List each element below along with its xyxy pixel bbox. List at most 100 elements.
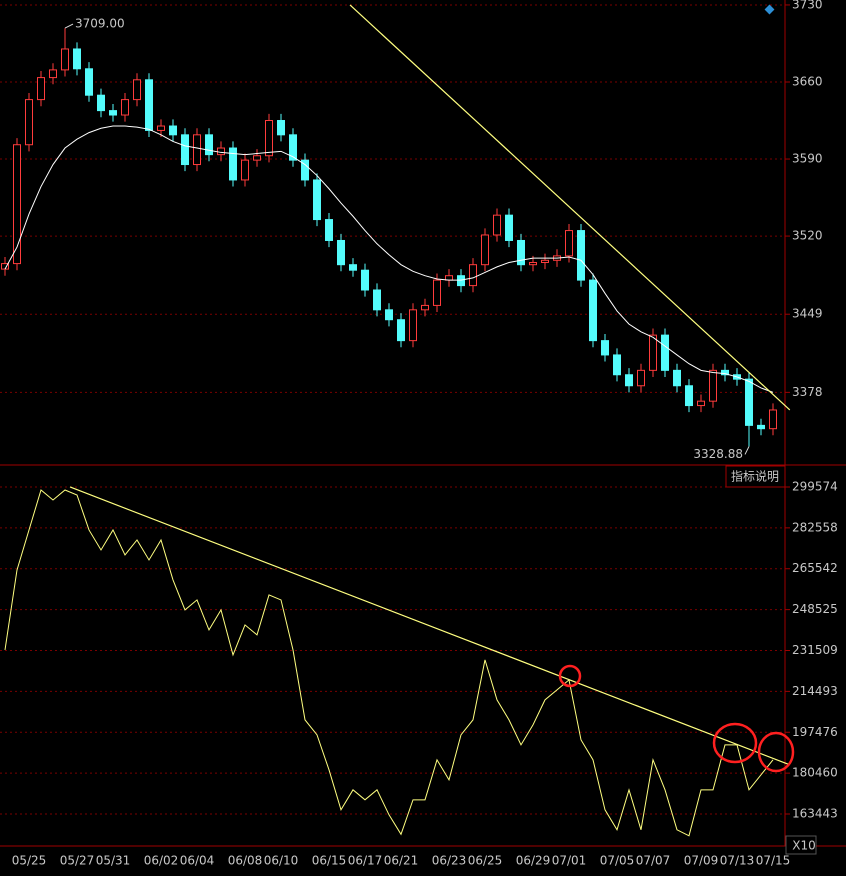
x-tick-label: 05/25 [12,854,47,868]
candle-body [685,385,693,407]
x-tick-label: 07/13 [720,854,755,868]
candle-body [745,378,753,426]
candle-body [97,94,105,112]
y-tick-label: 3520 [792,229,823,243]
candle-body [493,214,501,236]
candle-body [757,424,765,430]
y-tick-label: 3449 [792,307,823,321]
candle-body [661,334,669,371]
candle-body [769,409,777,430]
y-tick-label: 197476 [792,725,838,739]
y-tick-label: 299574 [792,479,838,493]
y-tick-label: 282558 [792,520,838,534]
candle-body [505,214,513,241]
candle-body [385,309,393,321]
candle-body [721,369,729,376]
trend-line [349,4,791,411]
y-tick-label: 3730 [792,0,823,11]
x-tick-label: 06/10 [264,854,299,868]
candle-body [409,309,417,342]
candle-body [13,144,21,265]
candle-body [133,79,141,101]
y-tick-label: 3660 [792,74,823,88]
candle-body [265,120,273,157]
x-tick-label: 06/04 [180,854,215,868]
candle-body [589,279,597,342]
indicator-button[interactable] [725,465,786,488]
candle-body [37,77,45,101]
candle-body [517,239,525,266]
candle-body [109,110,117,116]
candle-body [529,261,537,266]
candle-body [601,340,609,356]
diamond-icon [764,4,775,15]
ma-line [4,125,774,393]
candle-body [457,275,465,287]
candle-body [673,369,681,387]
x-tick-label: 07/01 [552,854,587,868]
candle-body [469,264,477,287]
candle-body [49,69,57,79]
candle-body [205,134,213,156]
candle-body [613,354,621,376]
y-tick-label: 3378 [792,385,823,399]
candle-body [169,125,177,136]
x-tick-label: 07/05 [600,854,635,868]
x-tick-label: 06/17 [348,854,383,868]
indicator-button-text[interactable]: 指标说明 [731,469,779,484]
y-tick-label: 265542 [792,561,838,575]
candle-body [121,99,129,116]
candle-body [73,48,81,70]
candle-body [637,369,645,387]
x-tick-label: 06/15 [312,854,347,868]
x-tick-label: 07/15 [756,854,791,868]
indicator-line [4,489,774,837]
candle-body [241,159,249,181]
candle-body [433,279,441,306]
x-tick-label: 07/07 [636,854,671,868]
candle-body [697,400,705,407]
candle-body [337,239,345,266]
candle-body [313,179,321,221]
candle-body [361,269,369,291]
y-tick-label: 163443 [792,807,838,821]
candle-body [157,125,165,131]
scale-box [785,835,817,855]
x-tick-label: 06/25 [468,854,503,868]
candle-body [277,120,285,136]
candle-body [349,264,357,271]
low-pointer [744,446,750,455]
candle-body [145,79,153,131]
low-label: 3328.88 [693,447,743,461]
x-tick-label: 06/08 [228,854,263,868]
candle-body [325,219,333,241]
candle-body [649,334,657,371]
candle-body [217,147,225,156]
x-tick-label: 06/23 [432,854,467,868]
candle-body [229,147,237,181]
candle-body [397,319,405,342]
x-tick-label: 05/27 [60,854,95,868]
candle-body [541,259,549,263]
x-tick-label: 06/29 [516,854,551,868]
trend-line [69,486,791,766]
candle-body [25,99,33,146]
candle-body [61,48,69,71]
highlight-circle [558,664,582,688]
candle-body [709,369,717,402]
scale-label: X10 [792,839,816,853]
candle-body [421,304,429,311]
candle-body [565,230,573,257]
y-tick-label: 231509 [792,643,838,657]
candle-body [625,374,633,387]
candle-body [181,134,189,166]
candle-body [289,134,297,161]
x-tick-label: 05/31 [96,854,131,868]
candle-body [373,289,381,311]
y-tick-label: 3590 [792,152,823,166]
y-tick-label: 180460 [792,766,838,780]
x-tick-label: 06/21 [384,854,419,868]
